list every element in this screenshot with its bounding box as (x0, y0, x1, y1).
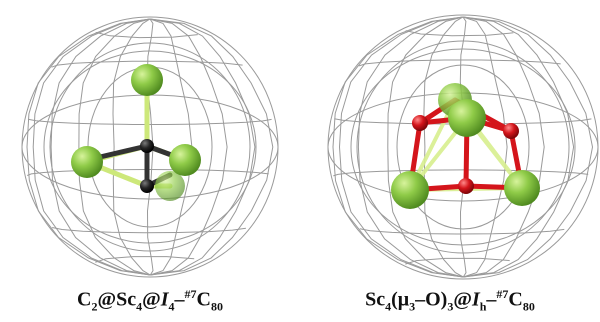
scandium-atom (71, 146, 103, 178)
caption-subscript: h (479, 299, 487, 314)
cage-edge (52, 227, 246, 234)
carbon-atom (140, 139, 154, 153)
fullerene-cage-right (327, 14, 599, 280)
cage-edge (357, 16, 464, 278)
scandium-atom (169, 144, 201, 176)
scandium-atom (155, 171, 185, 201)
scandium-atom (131, 64, 163, 96)
oxygen-atom (458, 178, 474, 194)
caption-text: @ (453, 288, 472, 311)
fullerene-cage-left (21, 16, 279, 278)
cage-edge (359, 228, 565, 235)
caption-text: @Sc (97, 288, 137, 311)
caption-italic: I (160, 288, 169, 311)
left-cluster (71, 64, 201, 201)
cage-edge (112, 18, 151, 276)
cage-edge (405, 257, 510, 265)
cage-edge (338, 16, 464, 278)
right-cluster (391, 83, 540, 209)
cage-edge (32, 18, 151, 276)
cage-edge (51, 60, 243, 68)
cage-edge (333, 169, 589, 177)
scandium-atom (504, 170, 540, 206)
scandium-atom (391, 171, 429, 209)
caption-subscript: 4 (136, 299, 143, 314)
caption-subscript: 4 (385, 299, 392, 314)
bond-c-c (97, 143, 150, 160)
caption-text: @ (142, 288, 161, 311)
caption-subscript: 80 (210, 299, 223, 314)
scandium-atom (448, 99, 486, 137)
cage-edge (149, 18, 274, 276)
cage-edge (149, 18, 256, 276)
caption-subscript: 3 (447, 299, 454, 314)
caption-text: C (508, 288, 523, 311)
cage-edge (50, 18, 151, 276)
cage-edge (26, 18, 151, 276)
caption-text: – (486, 288, 497, 311)
cage-edge (423, 16, 464, 278)
caption-superscript: #7 (496, 287, 509, 301)
caption-text: Sc (365, 288, 386, 311)
cage-edge (462, 16, 508, 278)
cage-edge (149, 18, 228, 276)
cage-edge (78, 18, 151, 276)
oxygen-atom (412, 115, 428, 131)
cage-edge (462, 16, 594, 278)
caption-italic: I (471, 288, 480, 311)
cage-edge (27, 118, 272, 125)
caption-text: (μ (391, 288, 410, 311)
caption-superscript: #7 (184, 287, 197, 301)
cage-edge (332, 16, 464, 278)
cage-edge (387, 16, 464, 278)
caption-left: C2@Sc4@I4–#7C80 (0, 287, 300, 315)
caption-subscript: 4 (168, 299, 175, 314)
caption-subscript: 3 (409, 299, 416, 314)
cage-edge (405, 30, 514, 37)
caption-text: – (174, 288, 185, 311)
caption-text: C (196, 288, 211, 311)
cage-edge (462, 16, 575, 278)
caption-right: Sc4(μ3–O)3@Ih–#7C80 (300, 287, 600, 315)
cage-edge (95, 31, 198, 39)
oxygen-atom (503, 123, 519, 139)
caption-text: –O) (415, 288, 448, 311)
molecule-drawing (21, 14, 599, 280)
caption-subscript: 2 (91, 299, 98, 314)
cage-edge (27, 168, 269, 176)
caption-text: C (77, 288, 92, 311)
cage-edge (358, 59, 561, 67)
cage-edge (95, 256, 195, 263)
cage-edge (462, 16, 545, 278)
caption-subscript: 80 (522, 299, 535, 314)
carbon-atom (140, 179, 154, 193)
